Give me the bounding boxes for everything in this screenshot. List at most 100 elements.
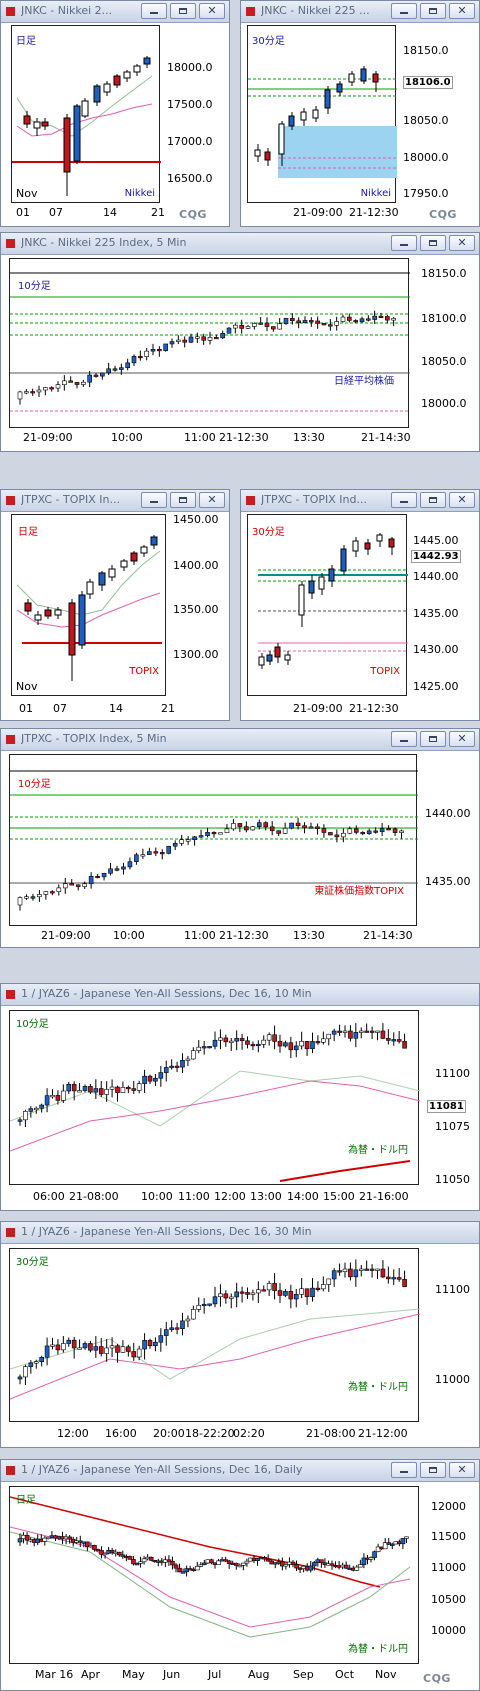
maximize-button[interactable] <box>420 1462 446 1478</box>
candle-body <box>182 339 187 343</box>
candle-body <box>293 1045 299 1051</box>
title-bar[interactable]: JTPXC - TOPIX Ind... ✕ <box>241 490 479 512</box>
maximize-button[interactable] <box>420 235 446 251</box>
minimize-button[interactable] <box>391 492 417 508</box>
candle-body <box>101 872 107 878</box>
timeframe-label: 日足 <box>16 36 36 47</box>
timeframe-label: 日足 <box>18 527 38 538</box>
title-bar[interactable]: JTPXC - TOPIX In... ✕ <box>1 490 229 512</box>
candle-body <box>17 1119 23 1122</box>
candle-body <box>108 868 113 874</box>
candle-body <box>163 1067 169 1073</box>
app-icon <box>6 239 15 248</box>
x-tick: 11:00 <box>178 1190 210 1203</box>
candle-body <box>294 1564 299 1569</box>
candle-body <box>216 1560 221 1565</box>
minimize-button[interactable] <box>141 492 167 508</box>
app-icon <box>6 1466 15 1475</box>
candle-body <box>176 339 181 342</box>
close-button[interactable]: ✕ <box>449 3 475 19</box>
candle-body <box>396 1277 402 1280</box>
candle-body <box>250 826 256 831</box>
candle-body <box>17 897 23 906</box>
y-tick: 1350.00 <box>173 603 219 616</box>
y-tick: 17000.0 <box>167 135 213 148</box>
x-tick: Mar 16 <box>35 1668 74 1681</box>
candle-body <box>304 1041 310 1050</box>
maximize-button[interactable] <box>420 3 446 19</box>
candle-body <box>264 322 270 327</box>
candle-body <box>271 326 276 330</box>
close-button[interactable]: ✕ <box>449 492 475 508</box>
candle-body <box>131 1088 137 1091</box>
candle-body <box>310 1041 315 1050</box>
candle-body <box>67 1536 72 1540</box>
candle-body <box>252 323 257 327</box>
maximize-button[interactable] <box>170 492 196 508</box>
y-tick: 1440.00 <box>413 570 459 583</box>
candle-body <box>296 320 301 324</box>
candle-body <box>62 380 67 385</box>
candle-body <box>69 883 75 886</box>
candle-body <box>141 1558 147 1563</box>
minimize-button[interactable] <box>141 3 167 19</box>
candle-body <box>311 1562 317 1567</box>
title-bar[interactable]: 1 / JYAZ6 - Japanese Yen-All Sessions, D… <box>1 1460 479 1482</box>
candle-body <box>233 324 238 329</box>
candle-body <box>321 1038 326 1043</box>
chart-plot: 日足 Nikkei Nov <box>11 25 161 203</box>
close-button[interactable]: ✕ <box>449 731 475 747</box>
candle-body <box>55 384 61 389</box>
candle-body <box>126 1346 131 1352</box>
candle-body <box>380 1030 386 1039</box>
y-tick: 12000 <box>431 1500 466 1513</box>
candle-body <box>120 1087 126 1093</box>
candle-body <box>112 368 118 371</box>
minimize-button[interactable] <box>391 731 417 747</box>
close-button[interactable]: ✕ <box>449 235 475 251</box>
title-bar[interactable]: 1 / JYAZ6 - Japanese Yen-All Sessions, D… <box>1 1222 479 1244</box>
y-tick: 18000.0 <box>421 397 467 410</box>
candle-body <box>293 1293 299 1300</box>
candle-body <box>361 1557 367 1565</box>
candle-body <box>159 852 165 855</box>
candle-body <box>109 1086 115 1090</box>
candle-body <box>366 830 372 835</box>
x-tick: 21-16:00 <box>359 1190 409 1203</box>
candle-body <box>358 1268 364 1271</box>
maximize-button[interactable] <box>420 492 446 508</box>
minimize-button[interactable] <box>391 3 417 19</box>
y-tick: 11100 <box>435 1283 470 1296</box>
title-bar[interactable]: JNKC - Nikkei 225 Index, 5 Min ✕ <box>1 233 479 255</box>
close-button[interactable]: ✕ <box>449 1462 475 1478</box>
title-bar[interactable]: 1 / JYAZ6 - Japanese Yen-All Sessions, D… <box>1 984 479 1006</box>
title-bar[interactable]: JNKC - Nikkei 225 ... ✕ <box>241 1 479 23</box>
price-chart <box>12 56 161 196</box>
close-button[interactable]: ✕ <box>199 492 225 508</box>
candle-body <box>202 1562 207 1566</box>
candle-body <box>120 1554 126 1557</box>
candle-body <box>174 1065 180 1068</box>
candle-body <box>174 1327 180 1330</box>
candle-body <box>46 1536 51 1539</box>
candle-body <box>98 1346 104 1354</box>
maximize-button[interactable] <box>420 731 446 747</box>
candle-body <box>85 1541 90 1548</box>
y-tick: 1300.00 <box>173 648 219 661</box>
close-button[interactable]: ✕ <box>199 3 225 19</box>
candle-body <box>106 368 111 374</box>
minimize-button[interactable] <box>391 1462 417 1478</box>
x-tick: Aug <box>248 1668 270 1681</box>
maximize-button[interactable] <box>170 3 196 19</box>
candle-body <box>209 1559 214 1564</box>
candle-body <box>358 1564 363 1568</box>
candle-body <box>223 1293 229 1299</box>
title-bar[interactable]: JNKC - Nikkei 2... ✕ <box>1 1 229 23</box>
chart-plot: 日足 為替・ドル円 <box>9 1486 419 1664</box>
candle-body <box>147 1075 153 1082</box>
title-bar[interactable]: JTPXC - TOPIX Index, 5 Min ✕ <box>1 729 479 751</box>
candle-body <box>121 866 126 870</box>
candle-body <box>192 836 197 840</box>
candle-body <box>185 1058 191 1061</box>
minimize-button[interactable] <box>391 235 417 251</box>
